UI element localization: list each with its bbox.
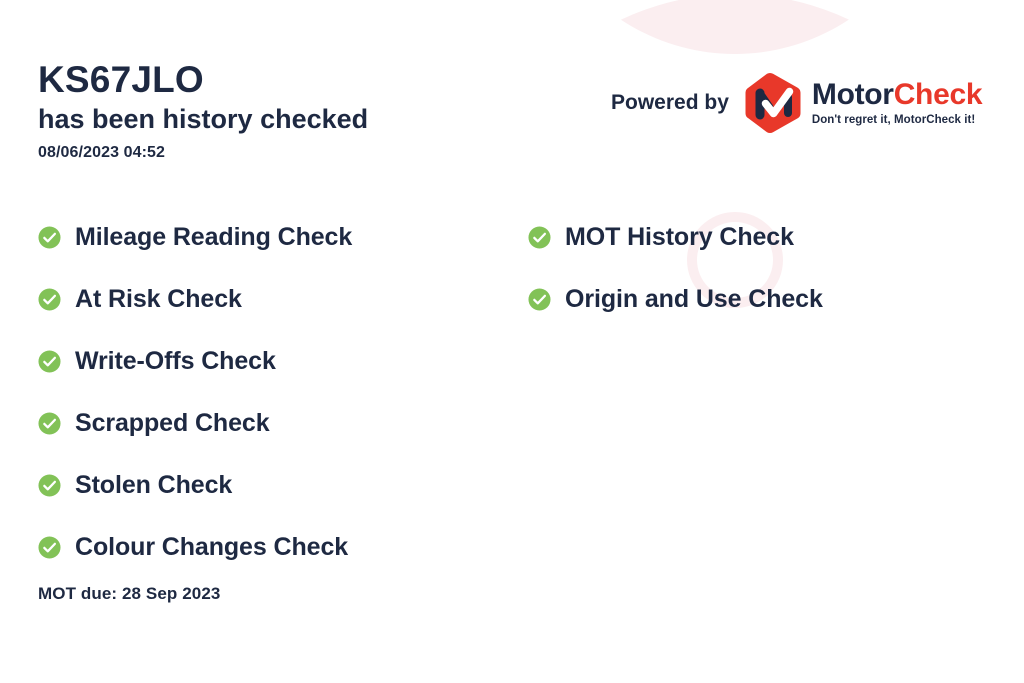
- green-check-circle-icon: [38, 287, 61, 311]
- logo-word-motor: Motor: [811, 77, 894, 111]
- green-check-circle-icon: [38, 411, 61, 435]
- green-check-circle-icon: [38, 473, 61, 497]
- page-title: has been history checked: [38, 103, 369, 134]
- motorcheck-hexagon-m-check-logo: [745, 73, 801, 133]
- powered-by-label: Powered by: [611, 91, 729, 114]
- check-item-at-risk: At Risk Check: [38, 268, 528, 330]
- check-timestamp: 08/06/2023 04:52: [38, 144, 166, 162]
- check-label: MOT History Check: [565, 222, 794, 251]
- check-item-scrapped: Scrapped Check: [38, 392, 528, 454]
- history-check-results: Mileage Reading Check At Risk Check Writ…: [38, 206, 988, 578]
- motorcheck-logo[interactable]: MotorCheck Don't regret it, MotorCheck i…: [743, 72, 983, 134]
- check-column-left: Mileage Reading Check At Risk Check Writ…: [38, 206, 528, 578]
- check-item-write-offs: Write-Offs Check: [38, 330, 528, 392]
- check-label: Stolen Check: [75, 470, 233, 499]
- header: KS67JLO has been history checked 08/06/2…: [38, 58, 368, 162]
- green-check-circle-icon: [528, 225, 551, 249]
- check-label: Write-Offs Check: [75, 346, 276, 375]
- logo-word: MotorCheck: [811, 77, 983, 111]
- green-check-circle-icon: [528, 287, 551, 311]
- green-check-circle-icon: [38, 535, 61, 559]
- check-label: At Risk Check: [75, 284, 242, 313]
- check-label: Origin and Use Check: [565, 284, 823, 313]
- check-label: Scrapped Check: [75, 408, 270, 437]
- green-check-circle-icon: [38, 225, 61, 249]
- mot-due-text: MOT due: 28 Sep 2023: [38, 584, 221, 603]
- motorcheck-wordmark: MotorCheck Don't regret it, MotorCheck i…: [811, 77, 983, 127]
- check-item-origin-and-use: Origin and Use Check: [528, 268, 968, 330]
- check-item-stolen: Stolen Check: [38, 454, 528, 516]
- check-label: Mileage Reading Check: [75, 222, 353, 251]
- check-label: Colour Changes Check: [75, 532, 349, 561]
- check-item-mileage-reading: Mileage Reading Check: [38, 206, 528, 268]
- green-check-circle-icon: [38, 349, 61, 373]
- check-column-right: MOT History Check Origin and Use Check: [528, 206, 968, 578]
- powered-by-block: Powered by MotorCheck Don't regret it, M…: [611, 72, 983, 134]
- check-item-colour-changes: Colour Changes Check: [38, 516, 528, 578]
- logo-tagline: Don't regret it, MotorCheck it!: [811, 113, 976, 126]
- check-item-mot-history: MOT History Check: [528, 206, 968, 268]
- logo-word-check: Check: [893, 77, 983, 111]
- registration-plate: KS67JLO: [38, 59, 204, 100]
